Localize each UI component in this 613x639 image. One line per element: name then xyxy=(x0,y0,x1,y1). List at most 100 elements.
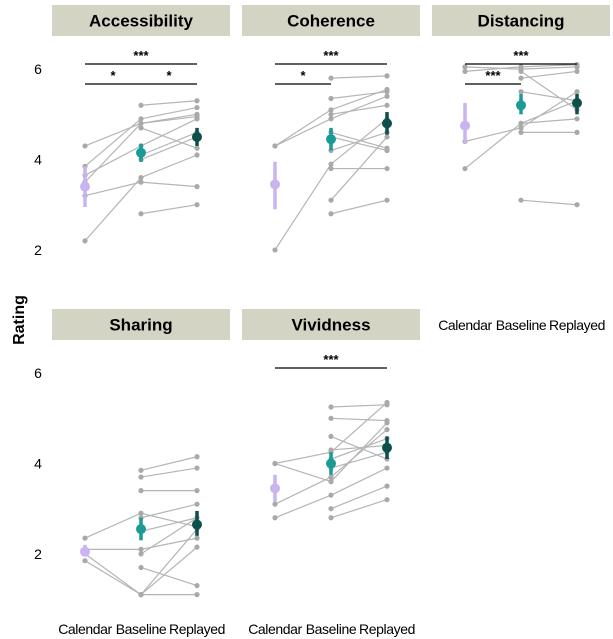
x-tick-label: Calendar xyxy=(248,621,302,637)
participant-line xyxy=(520,100,578,124)
participant-line xyxy=(84,553,142,596)
participant-line xyxy=(330,104,388,115)
participant-line xyxy=(84,122,142,183)
participant-line xyxy=(330,435,388,460)
participant-point xyxy=(574,68,580,74)
participant-point xyxy=(138,488,144,494)
participant-line xyxy=(520,70,578,111)
participant-line xyxy=(274,163,332,251)
y-axis-label: Rating xyxy=(11,295,28,345)
participant-point xyxy=(384,402,390,408)
participant-point xyxy=(574,116,580,122)
participant-point xyxy=(328,95,334,102)
mean-point xyxy=(192,519,202,530)
participant-point xyxy=(328,111,334,117)
participant-point xyxy=(328,506,334,512)
participant-point xyxy=(194,544,200,550)
participant-line xyxy=(330,429,388,478)
participant-point xyxy=(194,582,200,589)
participant-line xyxy=(84,177,142,242)
participant-line xyxy=(330,485,388,510)
participant-line xyxy=(84,560,142,596)
mean-point xyxy=(516,100,526,111)
participant-point xyxy=(574,202,580,208)
participant-point xyxy=(138,564,144,571)
mean-point xyxy=(270,179,280,190)
x-tick-label: Baseline xyxy=(496,317,547,333)
participant-point xyxy=(384,102,390,108)
participant-line xyxy=(330,91,388,100)
participant-point xyxy=(328,165,334,172)
participant-line xyxy=(84,181,142,197)
participant-line xyxy=(140,204,198,215)
participant-line xyxy=(140,517,198,555)
participant-line xyxy=(520,91,578,102)
participant-line xyxy=(140,136,198,161)
mean-point xyxy=(136,524,146,535)
participant-point xyxy=(194,104,200,111)
participant-point xyxy=(194,145,200,151)
participant-line xyxy=(274,476,332,505)
participant-point xyxy=(384,73,390,79)
participant-point xyxy=(194,152,200,158)
participant-point xyxy=(328,161,334,167)
x-tick-label: Baseline xyxy=(306,621,357,637)
participant-line xyxy=(330,402,388,453)
participant-point xyxy=(272,515,278,521)
mean-point xyxy=(136,147,146,158)
participant-point xyxy=(138,510,144,516)
participant-point xyxy=(194,454,200,460)
participant-line xyxy=(330,438,388,460)
panel-strip xyxy=(52,309,230,340)
participant-line xyxy=(330,499,388,519)
participant-point xyxy=(518,197,524,203)
participant-line xyxy=(330,75,388,79)
panel-distancing: Distancing *** *** Calendar Baseline Replayed xyxy=(432,5,610,333)
mean-point xyxy=(270,483,280,494)
participant-point xyxy=(194,116,200,122)
panel-title: Vividness xyxy=(291,316,370,335)
participant-line xyxy=(140,127,198,149)
participant-line xyxy=(140,181,198,188)
participant-point xyxy=(384,427,390,433)
panel-strip xyxy=(432,5,610,36)
participant-point xyxy=(384,89,390,95)
y-tick-label: 2 xyxy=(34,242,42,258)
participant-point xyxy=(138,546,144,553)
participant-point xyxy=(138,467,144,473)
participant-line xyxy=(140,131,198,156)
mean-point xyxy=(382,118,392,129)
participant-line xyxy=(84,118,142,167)
participant-point xyxy=(462,64,468,70)
participant-point xyxy=(272,143,278,149)
participant-line xyxy=(140,566,198,587)
participant-line xyxy=(330,131,388,152)
panel-strip xyxy=(52,5,230,36)
participant-point xyxy=(138,175,144,181)
y-tick-label: 6 xyxy=(34,365,42,381)
participant-point xyxy=(138,211,144,217)
participant-point xyxy=(328,197,334,203)
participant-point xyxy=(194,535,200,541)
participant-line xyxy=(464,66,522,70)
participant-point xyxy=(384,165,390,172)
participant-line xyxy=(520,70,578,79)
participant-line xyxy=(140,118,198,147)
participant-line xyxy=(330,451,388,469)
participant-point xyxy=(138,474,144,480)
participant-point xyxy=(328,447,334,453)
participant-point xyxy=(384,147,390,154)
participant-point xyxy=(328,107,334,113)
significance-label: *** xyxy=(133,48,149,63)
participant-point xyxy=(194,111,200,117)
participant-point xyxy=(138,120,144,126)
significance-label: * xyxy=(300,68,306,83)
panel-title: Coherence xyxy=(287,12,375,31)
x-tick-label: Replayed xyxy=(359,621,415,637)
participant-line xyxy=(274,494,332,519)
participant-point xyxy=(138,551,144,557)
participant-point xyxy=(462,68,468,74)
significance-label: *** xyxy=(323,48,339,63)
participant-point xyxy=(384,417,390,424)
